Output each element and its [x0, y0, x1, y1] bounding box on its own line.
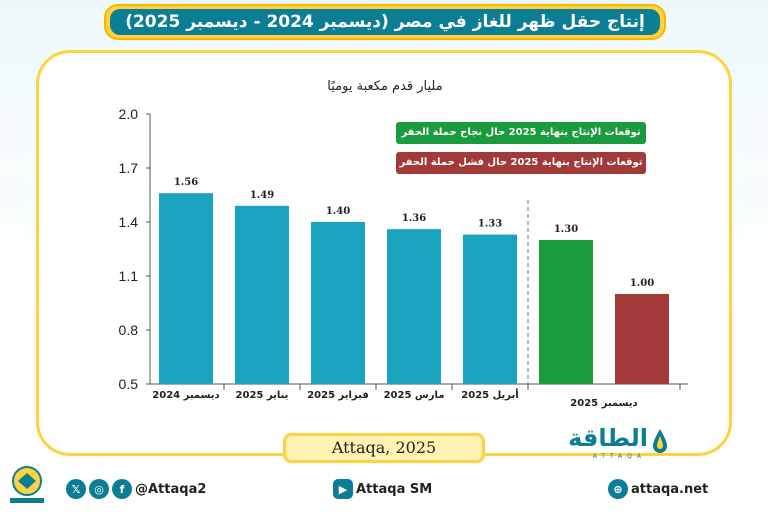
chart-panel — [36, 50, 732, 456]
y-tick-label: 1.4 — [119, 214, 139, 230]
legend-item-failure: توقعات الإنتاج بنهاية 2025 حال فشل حملة … — [396, 152, 646, 190]
bar — [387, 229, 441, 384]
x-icon: 𝕏 — [66, 479, 86, 499]
bar-value-label: 1.49 — [250, 190, 274, 201]
x-tick-label: ديسمبر 2024 — [152, 390, 219, 401]
website-url: attaqa.net — [631, 481, 709, 497]
bar — [463, 234, 517, 384]
facebook-icon: f — [112, 479, 132, 499]
y-tick-label: 0.5 — [119, 376, 139, 392]
y-tick-label: 0.8 — [119, 322, 139, 338]
bar-value-label: 1.33 — [478, 219, 502, 230]
title-banner: إنتاج حقل ظهر للغاز في مصر (ديسمبر 2024 … — [104, 4, 666, 40]
y-tick-label: 1.7 — [119, 160, 139, 176]
bar-value-label: 1.56 — [174, 177, 198, 188]
x-tick-label: يناير 2025 — [236, 390, 289, 401]
social-handle: @Attaqa2 — [135, 481, 207, 497]
x-tick-label: فبراير 2025 — [307, 390, 369, 401]
youtube-icon: ▶ — [333, 479, 353, 499]
bar-value-label: 1.30 — [554, 224, 578, 235]
bar-value-label: 1.00 — [630, 278, 654, 289]
y-tick-label: 1.1 — [119, 268, 139, 284]
website-link[interactable]: ⊕ attaqa.net — [608, 478, 708, 500]
bar — [311, 222, 365, 384]
bar-value-label: 1.40 — [326, 206, 350, 217]
footer: 𝕏 ◎ f @Attaqa2 ▶ Attaqa SM ⊕ attaqa.net — [0, 466, 768, 512]
chart-subtitle: مليار قدم مكعبة يوميًا — [327, 79, 442, 94]
attaqa-logo: الطاقة ATTAQA — [552, 424, 672, 464]
source-box: Attaqa, 2025 — [283, 433, 485, 463]
bar — [159, 193, 213, 384]
instagram-icon: ◎ — [89, 479, 109, 499]
bar — [235, 205, 289, 384]
youtube-link[interactable]: ▶ Attaqa SM — [333, 478, 432, 500]
y-tick-label: 2.0 — [119, 106, 139, 122]
drop-icon — [653, 429, 667, 453]
social-links[interactable]: 𝕏 ◎ f @Attaqa2 — [66, 478, 206, 500]
logo-subtitle: ATTAQA — [592, 453, 646, 460]
chart-title: إنتاج حقل ظهر للغاز في مصر (ديسمبر 2024 … — [110, 9, 660, 35]
bar-value-label: 1.36 — [402, 213, 426, 224]
source-label: Attaqa, 2025 — [286, 436, 482, 460]
bar — [539, 240, 593, 384]
organization-badge — [10, 466, 44, 503]
globe-icon: ⊕ — [608, 479, 628, 499]
x-tick-label: أبريل 2025 — [461, 388, 518, 401]
bar — [615, 294, 669, 384]
x-tick-label: ديسمبر 2025 — [570, 398, 637, 409]
legend-item-success: توقعات الإنتاج بنهاية 2025 حال نجاح حملة… — [396, 122, 646, 160]
youtube-channel: Attaqa SM — [356, 481, 433, 497]
logo-text: الطاقة — [568, 424, 648, 452]
x-tick-label: مارس 2025 — [384, 390, 445, 401]
